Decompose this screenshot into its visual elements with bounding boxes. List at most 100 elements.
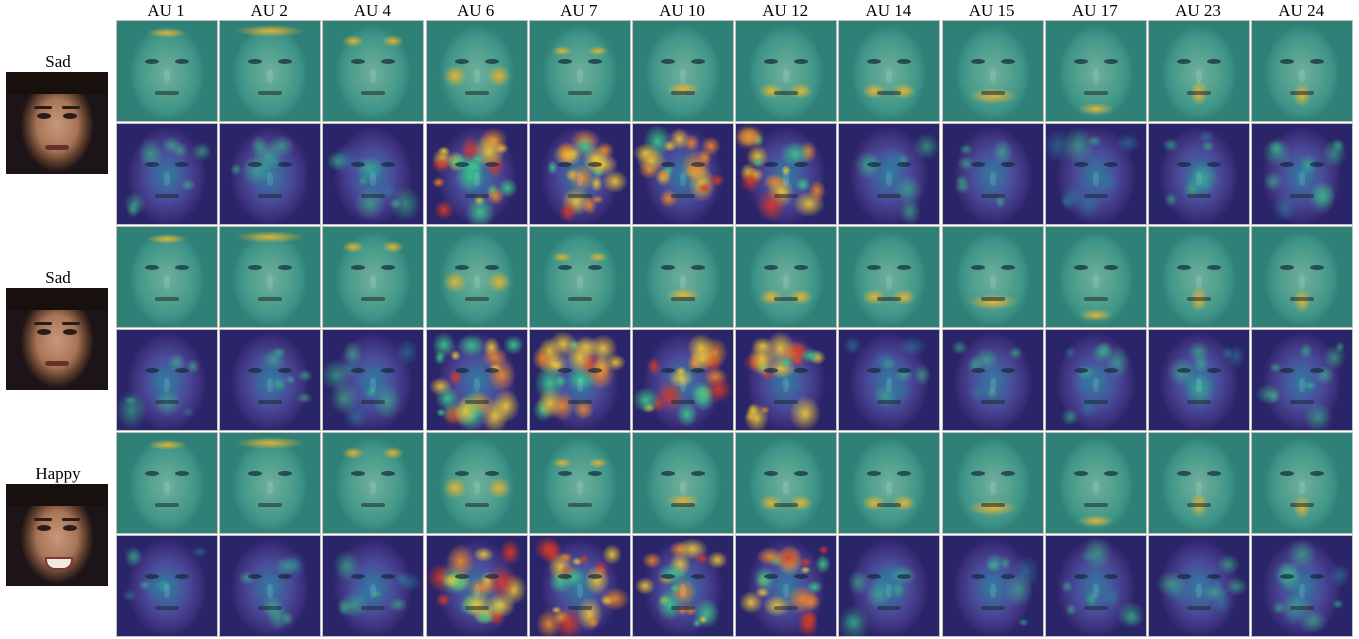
face-background: [220, 21, 321, 121]
face-background: [529, 433, 630, 533]
face-feature: [764, 162, 779, 167]
au-heatmap: [1044, 123, 1147, 225]
activation-region: [1077, 309, 1114, 321]
face-feature: [370, 275, 377, 289]
face-feature: [989, 275, 996, 289]
sample-label: Happy: [35, 464, 81, 483]
face-feature: [164, 69, 170, 83]
au-attention-map-overlay: [941, 432, 1044, 534]
activation-region: [551, 46, 572, 56]
activation-region: [297, 368, 314, 382]
activation-region: [382, 35, 405, 47]
face-feature: [1290, 194, 1315, 198]
activation-region: [1091, 342, 1113, 363]
face-feature: [1000, 368, 1015, 373]
activation-region: [274, 556, 301, 576]
face-feature: [877, 297, 902, 301]
activation-region: [1263, 171, 1283, 193]
activation-region: [1197, 130, 1214, 144]
activation-region: [846, 570, 871, 596]
activation-region: [759, 406, 771, 414]
activation-region: [956, 155, 976, 172]
face-feature: [1290, 297, 1315, 301]
activation-region: [342, 35, 365, 47]
face-background: [736, 433, 837, 533]
face-feature: [567, 606, 592, 610]
activation-region: [486, 186, 505, 206]
activation-region: [892, 289, 917, 305]
face-feature: [370, 378, 377, 392]
au-heatmap: [116, 329, 218, 431]
face-feature: [278, 574, 293, 579]
face-feature: [484, 162, 499, 167]
face-feature: [1310, 265, 1325, 270]
activation-region: [967, 88, 1018, 104]
face-feature: [576, 69, 583, 83]
face-feature: [1290, 606, 1315, 610]
face-feature: [351, 368, 366, 373]
activation-region: [229, 162, 242, 176]
face-feature: [691, 471, 705, 476]
face-feature: [267, 481, 274, 495]
activation-region: [1064, 603, 1078, 616]
face-feature: [576, 172, 583, 186]
activation-region: [636, 148, 668, 172]
face-feature: [1187, 400, 1211, 404]
au-heatmap: [632, 123, 734, 225]
activation-region: [1061, 408, 1080, 426]
face-feature: [691, 162, 705, 167]
activation-region: [1103, 588, 1121, 607]
face-feature: [267, 172, 274, 186]
au-heatmap: [1044, 535, 1147, 637]
face-feature: [1103, 265, 1118, 270]
activation-region: [1098, 171, 1117, 193]
au-attention-map-overlay: [735, 20, 838, 122]
face-feature: [1073, 59, 1088, 64]
activation-region: [898, 336, 928, 357]
face-background: [839, 433, 940, 533]
activation-region: [1164, 191, 1178, 207]
activation-region: [602, 170, 628, 194]
face-feature: [175, 368, 189, 373]
activation-region: [125, 200, 140, 219]
face-feature: [970, 574, 985, 579]
face-feature: [867, 59, 882, 64]
au-attention-map-overlay: [1148, 432, 1250, 534]
activation-region: [442, 477, 467, 499]
face-feature: [454, 59, 469, 64]
activation-region: [590, 194, 604, 204]
activation-region: [1018, 617, 1030, 627]
face-feature: [473, 275, 480, 289]
activation-region: [147, 28, 187, 38]
activation-region: [913, 363, 931, 386]
face-feature: [980, 91, 1005, 95]
activation-region: [1062, 126, 1094, 164]
face-feature: [1310, 471, 1325, 476]
face-feature: [1000, 162, 1015, 167]
activation-region: [389, 197, 403, 209]
face-feature: [587, 471, 602, 476]
face-feature: [464, 400, 489, 404]
face-feature: [464, 606, 489, 610]
au-attention-map-overlay: [1148, 226, 1250, 328]
face-feature: [691, 265, 705, 270]
face-feature: [1299, 481, 1306, 495]
activation-region: [587, 458, 608, 468]
activation-region: [434, 200, 455, 221]
face-feature: [1196, 378, 1202, 392]
face-feature: [794, 59, 809, 64]
face-feature: [164, 275, 170, 289]
face-feature: [897, 471, 912, 476]
activation-region: [972, 347, 999, 372]
activation-region: [633, 387, 660, 414]
sample-label: Sad: [45, 52, 71, 71]
face-feature: [1187, 606, 1211, 610]
activation-region: [431, 177, 446, 188]
face-feature: [1073, 574, 1088, 579]
au-heatmap: [838, 329, 941, 431]
au-attention-map-overlay: [528, 20, 631, 122]
au-attention-map-overlay: [838, 432, 941, 534]
activation-region: [775, 546, 803, 571]
activation-region: [284, 374, 296, 385]
activation-region: [658, 169, 671, 181]
